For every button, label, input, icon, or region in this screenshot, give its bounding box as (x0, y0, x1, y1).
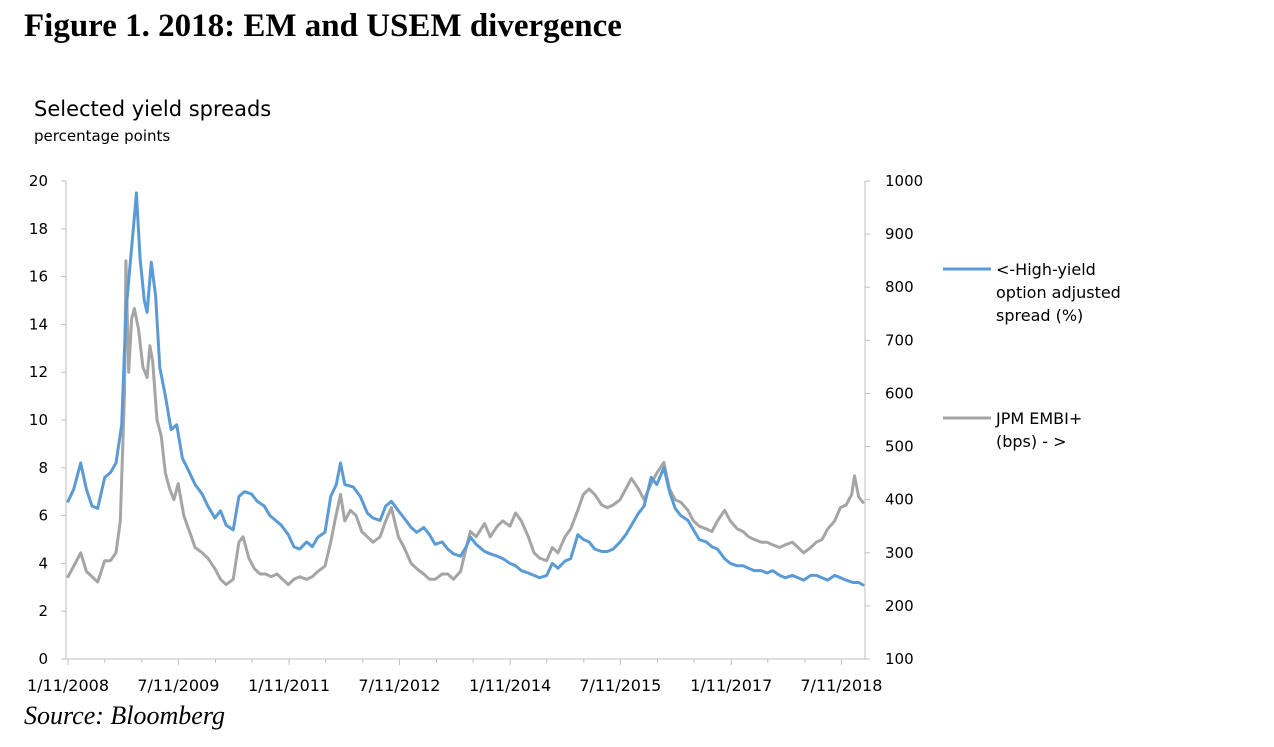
right-tick-label: 400 (885, 491, 914, 509)
left-tick-label: 16 (29, 268, 48, 286)
right-tick-label: 1000 (885, 172, 923, 190)
chart-subtitle: percentage points (34, 127, 170, 145)
legend-embi-label: (bps) - > (996, 432, 1066, 451)
x-tick-label: 7/11/2015 (579, 676, 661, 695)
right-tick-label: 200 (885, 597, 914, 615)
x-tick-label: 7/11/2018 (800, 676, 882, 695)
right-tick-label: 600 (885, 384, 914, 402)
x-tick-label: 1/11/2014 (469, 676, 551, 695)
legend-high-yield-label: spread (%) (996, 306, 1083, 325)
axes: 0 2 4 6 8 10 12 14 16 18 20 100 200 300 400 500 600 700 80… (27, 172, 923, 695)
chart-title: Selected yield spreads (34, 97, 271, 121)
x-tick-label: 7/11/2012 (358, 676, 440, 695)
left-tick-label: 18 (29, 220, 48, 238)
left-tick-label: 6 (38, 507, 48, 525)
left-tick-label: 12 (29, 363, 48, 381)
legend-high-yield-label: option adjusted (996, 283, 1121, 302)
right-tick-label: 100 (885, 650, 914, 668)
figure-title: Figure 1. 2018: EM and USEM divergence (24, 8, 622, 44)
x-tick-label: 1/11/2011 (248, 676, 330, 695)
right-tick-label: 800 (885, 278, 914, 296)
left-tick-label: 4 (38, 554, 48, 572)
left-tick-label: 20 (29, 172, 48, 190)
right-tick-label: 900 (885, 225, 914, 243)
right-tick-label: 700 (885, 331, 914, 349)
left-tick-label: 14 (29, 315, 48, 333)
left-tick-label: 8 (38, 459, 48, 477)
left-tick-label: 10 (29, 411, 48, 429)
series-layer (66, 191, 865, 587)
embi-series-line (66, 259, 865, 587)
x-tick-label: 1/11/2008 (27, 676, 109, 695)
right-tick-label: 500 (885, 438, 914, 456)
x-tick-label: 7/11/2009 (137, 676, 219, 695)
high-yield-series-line (66, 191, 865, 587)
legend-high-yield-label: <-High-yield (996, 260, 1096, 279)
x-tick-label: 1/11/2017 (690, 676, 772, 695)
right-tick-label: 300 (885, 544, 914, 562)
left-tick-label: 0 (38, 650, 48, 668)
left-tick-label: 2 (38, 602, 48, 620)
source-note: Source: Bloomberg (24, 701, 225, 730)
legend-embi-label: JPM EMBI+ (995, 409, 1082, 428)
legend: <-High-yield option adjusted spread (%) JPM… (943, 260, 1121, 451)
